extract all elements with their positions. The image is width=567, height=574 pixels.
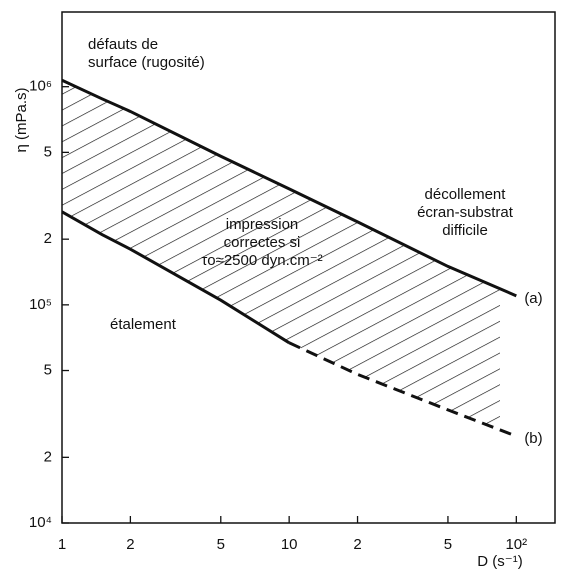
- annotation: impression: [226, 216, 299, 233]
- annotation: décollement: [425, 186, 507, 203]
- plot-frame: [61, 11, 556, 524]
- hatch-region: [62, 80, 500, 430]
- annotation: τo≈2500 dyn.cm⁻²: [201, 252, 322, 269]
- y-tick-label: 10⁵: [29, 296, 52, 313]
- y-tick-label: 5: [44, 361, 52, 378]
- annotation: difficile: [442, 222, 488, 239]
- annotation: étalement: [110, 316, 177, 333]
- x-tick-label: 5: [217, 536, 225, 553]
- series-line: [288, 341, 517, 438]
- x-tick-label: 2: [353, 536, 361, 553]
- x-tick-label: 2: [126, 536, 134, 553]
- x-tick-label: 1: [58, 536, 66, 553]
- annotation: surface (rugosité): [88, 54, 205, 71]
- y-tick-label: 5: [44, 143, 52, 160]
- series-line: [61, 210, 290, 345]
- y-tick-label: 2: [44, 448, 52, 465]
- series-line: [61, 78, 517, 298]
- x-tick-label: 10: [281, 536, 298, 553]
- series-label: (a): [524, 290, 542, 307]
- y-tick-label: 10⁶: [29, 78, 52, 95]
- x-tick-label: 5: [444, 536, 452, 553]
- y-axis-label: η (mPa.s): [13, 87, 30, 152]
- annotation: correctes si: [224, 234, 301, 251]
- x-axis-label: D (s⁻¹): [477, 553, 522, 570]
- x-tick-label: 10²: [505, 536, 527, 553]
- y-tick-label: 10⁴: [29, 514, 52, 531]
- annotation: défauts de: [88, 36, 158, 53]
- series-label: (b): [524, 430, 542, 447]
- y-tick-label: 2: [44, 230, 52, 247]
- annotation: écran-substrat: [417, 204, 514, 221]
